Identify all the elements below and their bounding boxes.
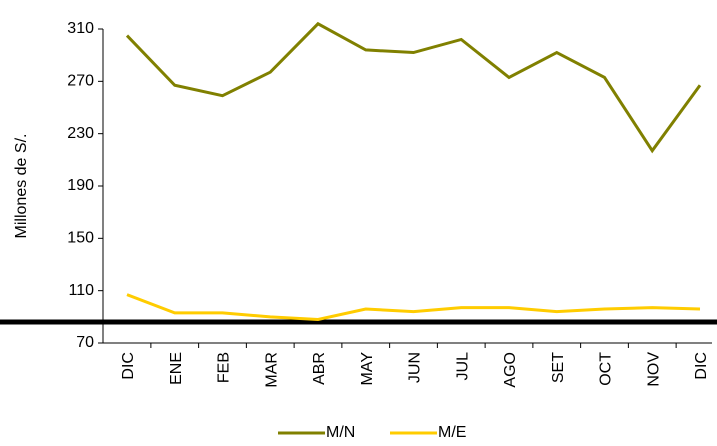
legend-label: M/N bbox=[326, 424, 355, 441]
y-tick-label: 150 bbox=[67, 230, 94, 247]
x-tick-label: AGO bbox=[502, 352, 519, 388]
x-tick-label: OCT bbox=[598, 352, 615, 386]
series-line bbox=[126, 293, 701, 321]
y-tick-label: 190 bbox=[67, 177, 94, 194]
x-tick-label: ABR bbox=[311, 352, 328, 385]
y-tick-label: 230 bbox=[67, 125, 94, 142]
y-tick-label: 70 bbox=[76, 334, 94, 351]
y-axis-label: Millones de S/. bbox=[13, 134, 30, 239]
x-tick-label: FEB bbox=[216, 352, 233, 383]
x-tick-label: JUN bbox=[407, 352, 424, 383]
x-tick-label: JUL bbox=[454, 352, 471, 381]
x-tick-label: DIC bbox=[693, 352, 710, 380]
y-tick-label: 310 bbox=[67, 20, 94, 37]
x-tick-label: DIC bbox=[120, 352, 137, 380]
y-tick-label: 110 bbox=[68, 282, 94, 299]
series-line bbox=[125, 21, 702, 154]
x-tick-label: NOV bbox=[645, 352, 662, 387]
x-tick-label: MAY bbox=[359, 352, 376, 386]
x-tick-label: SET bbox=[550, 352, 567, 383]
legend-label: M/E bbox=[438, 424, 466, 441]
x-tick-label: MAR bbox=[263, 352, 280, 388]
x-tick-label: ENE bbox=[168, 352, 185, 385]
y-tick-label: 270 bbox=[67, 73, 94, 90]
